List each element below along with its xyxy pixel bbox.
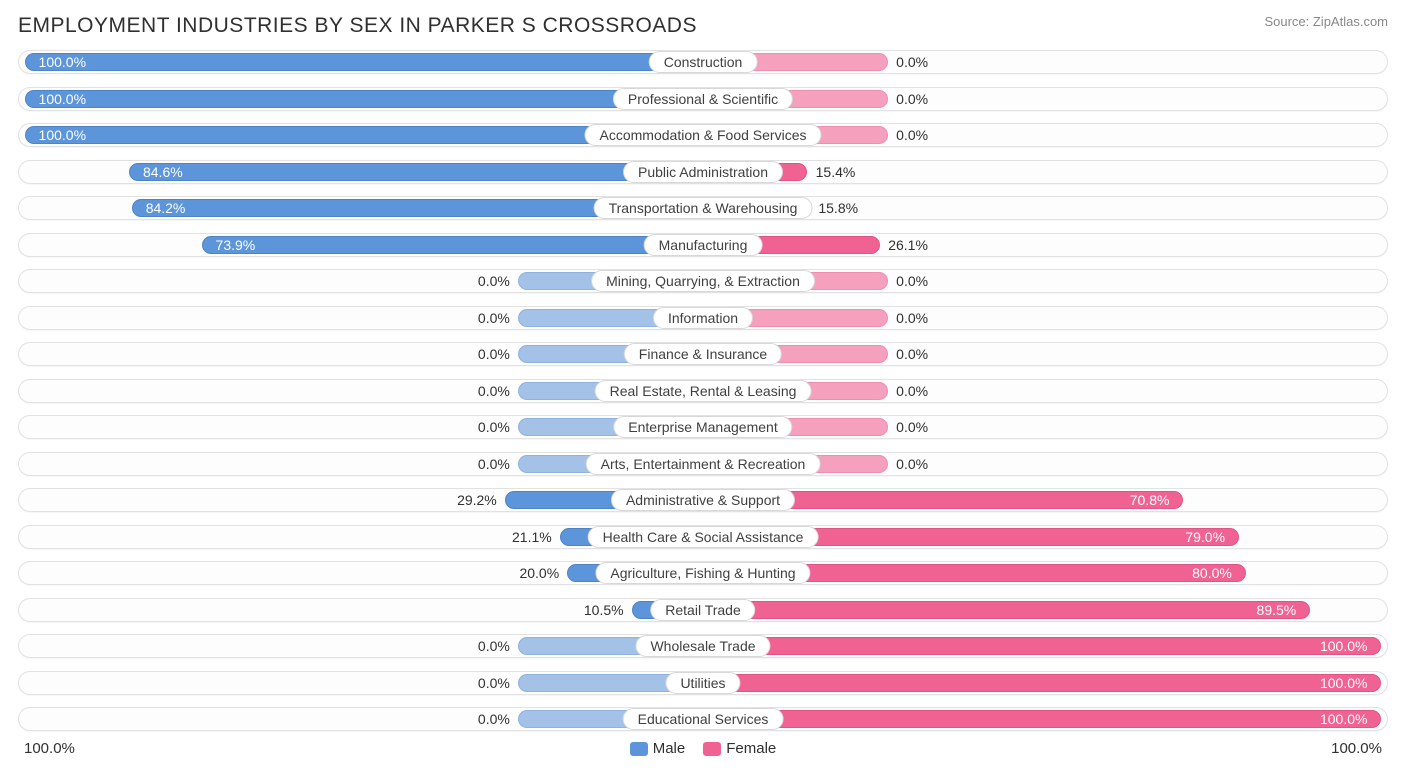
- data-row: 0.0% 0.0% Mining, Quarrying, & Extraction: [18, 265, 1388, 297]
- male-bar: [25, 53, 703, 71]
- chart-header: EMPLOYMENT INDUSTRIES BY SEX IN PARKER S…: [18, 14, 1388, 38]
- female-value-label: 0.0%: [896, 302, 928, 334]
- data-row: 0.0% 100.0% Educational Services: [18, 703, 1388, 735]
- male-value-label: 0.0%: [478, 265, 510, 297]
- female-value-label: 100.0%: [1320, 703, 1367, 735]
- female-value-label: 0.0%: [896, 46, 928, 78]
- legend: Male Female: [630, 740, 777, 757]
- data-row: 0.0% 0.0% Information: [18, 302, 1388, 334]
- male-value-label: 0.0%: [478, 448, 510, 480]
- male-value-label: 84.2%: [146, 192, 186, 224]
- legend-swatch-male: [630, 742, 648, 756]
- male-value-label: 0.0%: [478, 302, 510, 334]
- male-value-label: 0.0%: [478, 338, 510, 370]
- female-bar: [703, 674, 1381, 692]
- female-value-label: 0.0%: [896, 83, 928, 115]
- female-value-label: 89.5%: [1257, 594, 1297, 626]
- category-label: Transportation & Warehousing: [594, 197, 813, 219]
- female-value-label: 100.0%: [1320, 667, 1367, 699]
- female-value-label: 0.0%: [896, 119, 928, 151]
- male-value-label: 0.0%: [478, 703, 510, 735]
- data-row: 0.0% 100.0% Utilities: [18, 667, 1388, 699]
- data-row: 10.5% 89.5% Retail Trade: [18, 594, 1388, 626]
- chart-footer: 100.0% Male Female 100.0%: [18, 740, 1388, 757]
- category-label: Arts, Entertainment & Recreation: [586, 453, 821, 475]
- data-row: 100.0% 0.0% Professional & Scientific: [18, 83, 1388, 115]
- male-value-label: 21.1%: [512, 521, 552, 553]
- male-value-label: 10.5%: [584, 594, 624, 626]
- male-bar: [25, 90, 703, 108]
- female-bar: [703, 637, 1381, 655]
- data-row: 84.6% 15.4% Public Administration: [18, 156, 1388, 188]
- axis-right-label: 100.0%: [1331, 740, 1382, 757]
- data-row: 0.0% 0.0% Enterprise Management: [18, 411, 1388, 443]
- male-value-label: 100.0%: [39, 83, 86, 115]
- male-value-label: 73.9%: [216, 229, 256, 261]
- axis-left-label: 100.0%: [24, 740, 75, 757]
- male-bar: [129, 163, 703, 181]
- data-row: 0.0% 0.0% Arts, Entertainment & Recreation: [18, 448, 1388, 480]
- category-label: Utilities: [665, 672, 740, 694]
- chart-title: EMPLOYMENT INDUSTRIES BY SEX IN PARKER S…: [18, 14, 697, 38]
- category-label: Professional & Scientific: [613, 88, 793, 110]
- legend-item-male: Male: [630, 740, 686, 757]
- female-value-label: 0.0%: [896, 265, 928, 297]
- male-value-label: 20.0%: [519, 557, 559, 589]
- chart-source: Source: ZipAtlas.com: [1264, 14, 1388, 29]
- female-value-label: 80.0%: [1192, 557, 1232, 589]
- male-value-label: 100.0%: [39, 46, 86, 78]
- male-bar: [202, 236, 703, 254]
- category-label: Administrative & Support: [611, 489, 795, 511]
- category-label: Manufacturing: [644, 234, 763, 256]
- male-value-label: 0.0%: [478, 375, 510, 407]
- data-row: 0.0% 0.0% Finance & Insurance: [18, 338, 1388, 370]
- category-label: Finance & Insurance: [624, 343, 782, 365]
- female-value-label: 0.0%: [896, 338, 928, 370]
- female-value-label: 0.0%: [896, 375, 928, 407]
- male-value-label: 29.2%: [457, 484, 497, 516]
- category-label: Health Care & Social Assistance: [588, 526, 819, 548]
- data-row: 73.9% 26.1% Manufacturing: [18, 229, 1388, 261]
- category-label: Educational Services: [623, 708, 784, 730]
- data-row: 21.1% 79.0% Health Care & Social Assistanc…: [18, 521, 1388, 553]
- data-row: 100.0% 0.0% Accommodation & Food Services: [18, 119, 1388, 151]
- category-label: Construction: [649, 51, 758, 73]
- data-row: 29.2% 70.8% Administrative & Support: [18, 484, 1388, 516]
- legend-item-female: Female: [703, 740, 776, 757]
- category-label: Enterprise Management: [613, 416, 792, 438]
- female-value-label: 0.0%: [896, 448, 928, 480]
- data-row: 20.0% 80.0% Agriculture, Fishing & Hunting: [18, 557, 1388, 589]
- data-row: 0.0% 0.0% Real Estate, Rental & Leasing: [18, 375, 1388, 407]
- category-label: Accommodation & Food Services: [585, 124, 822, 146]
- male-value-label: 100.0%: [39, 119, 86, 151]
- female-value-label: 15.4%: [816, 156, 856, 188]
- data-row: 84.2% 15.8%Transportation & Warehousing: [18, 192, 1388, 224]
- category-label: Real Estate, Rental & Leasing: [595, 380, 812, 402]
- male-value-label: 0.0%: [478, 630, 510, 662]
- female-value-label: 100.0%: [1320, 630, 1367, 662]
- female-bar: [703, 601, 1310, 619]
- category-label: Mining, Quarrying, & Extraction: [591, 270, 815, 292]
- chart-body: 100.0% 0.0% Construction 100.0% 0.0% Professi…: [18, 46, 1388, 735]
- data-row: 0.0% 100.0% Wholesale Trade: [18, 630, 1388, 662]
- female-bar: [703, 710, 1381, 728]
- legend-swatch-female: [703, 742, 721, 756]
- male-value-label: 84.6%: [143, 156, 183, 188]
- female-value-label: 15.8%: [818, 192, 858, 224]
- category-label: Wholesale Trade: [635, 635, 770, 657]
- data-row: 100.0% 0.0% Construction: [18, 46, 1388, 78]
- category-label: Retail Trade: [650, 599, 755, 621]
- female-value-label: 0.0%: [896, 411, 928, 443]
- female-value-label: 70.8%: [1130, 484, 1170, 516]
- category-label: Public Administration: [623, 161, 783, 183]
- male-value-label: 0.0%: [478, 411, 510, 443]
- female-value-label: 79.0%: [1185, 521, 1225, 553]
- category-label: Information: [653, 307, 753, 329]
- female-value-label: 26.1%: [888, 229, 928, 261]
- male-value-label: 0.0%: [478, 667, 510, 699]
- category-label: Agriculture, Fishing & Hunting: [595, 562, 810, 584]
